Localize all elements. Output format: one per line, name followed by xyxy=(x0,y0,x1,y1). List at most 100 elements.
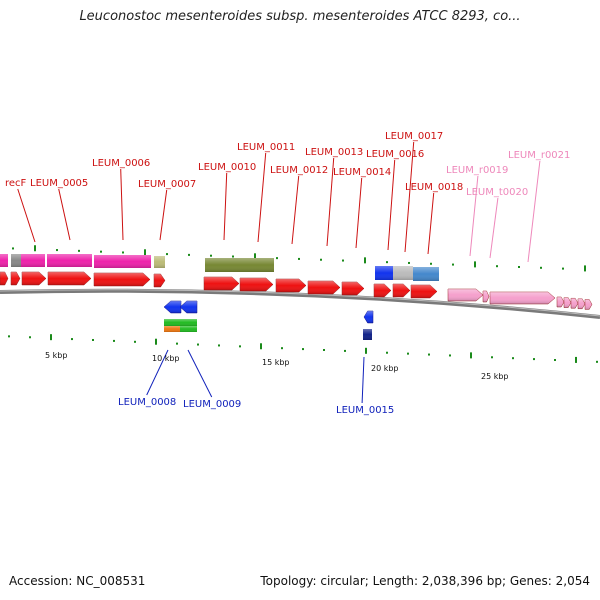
trna-forward-shade xyxy=(483,291,489,302)
ruler-dot xyxy=(386,351,388,354)
gene-label-top: LEUM_0005 xyxy=(30,178,88,189)
ruler-dot xyxy=(533,358,535,361)
feature-box-pink-shade xyxy=(0,254,8,267)
ruler-dot xyxy=(365,347,367,354)
ruler-dot xyxy=(218,344,220,347)
leader-line xyxy=(355,177,363,249)
ruler-dot xyxy=(491,356,493,359)
cds-forward-shade xyxy=(0,272,8,285)
leader-line xyxy=(223,172,228,241)
ruler-dot xyxy=(197,343,199,346)
ruler-dot xyxy=(512,357,514,360)
ruler-dot xyxy=(122,251,124,254)
leader-line xyxy=(489,197,499,259)
ruler-dot xyxy=(8,335,10,338)
leader-line xyxy=(326,157,335,247)
ruler-dots xyxy=(8,245,598,363)
ruler-dot xyxy=(449,354,451,357)
feature-box-navy-shade xyxy=(363,329,372,340)
cds-forward-shade xyxy=(342,282,364,295)
ruler-dot xyxy=(276,257,278,260)
cds-forward-shade xyxy=(11,272,20,285)
ruler-dot xyxy=(470,352,472,359)
gene-label-top: LEUM_0018 xyxy=(405,182,463,193)
gene-label-top: LEUM_0010 xyxy=(198,162,256,173)
ruler-dot xyxy=(210,254,212,257)
leader-line xyxy=(17,188,36,243)
gene-label-top: LEUM_0016 xyxy=(366,149,424,160)
leader-line xyxy=(469,175,479,257)
leader-line xyxy=(257,152,267,243)
cds-forward-shade xyxy=(154,274,165,287)
rrna-forward-shade xyxy=(585,299,592,310)
leader-line xyxy=(527,160,541,263)
cds-reverse-blue-shade xyxy=(164,301,181,313)
gene-label-top: LEUM_0006 xyxy=(92,158,150,169)
ruler-dot xyxy=(320,258,322,261)
ruler-dot xyxy=(260,343,262,350)
scale-labels: 5 kbp 10 kbp 15 kbp 20 kbp 25 kbp xyxy=(45,351,509,381)
leader-line xyxy=(404,141,415,253)
ruler-dot xyxy=(166,253,168,256)
ruler-dot xyxy=(540,266,542,269)
gene-label-top: LEUM_0014 xyxy=(333,167,391,178)
gene-labels: recF LEUM_0005 LEUM_0006 LEUM_0007LEUM_0010… xyxy=(5,131,570,416)
scale-label: 15 kbp xyxy=(262,358,290,367)
cds-forward-shade xyxy=(240,278,273,291)
ruler-dot xyxy=(176,342,178,345)
rrna-forward-shade xyxy=(571,298,578,309)
ruler-dot xyxy=(71,338,73,341)
feature-box-gray-shade xyxy=(11,254,21,267)
gene-label-bottom: LEUM_0008 xyxy=(118,397,176,408)
feature-box-green-shade xyxy=(205,258,274,272)
feature-box-steel-shade xyxy=(413,267,439,281)
scale-label: 5 kbp xyxy=(45,351,67,360)
feature-box-blue-shade xyxy=(375,266,393,280)
scale-label: 10 kbp xyxy=(152,354,180,363)
leader-line xyxy=(427,192,435,255)
feature-box-orange-shade xyxy=(164,326,180,332)
ruler-dot xyxy=(239,345,241,348)
ruler-dot xyxy=(298,257,300,260)
ruler-dot xyxy=(323,348,325,351)
ruler-dot xyxy=(596,360,598,363)
ruler-dot xyxy=(302,348,304,351)
ruler-dot xyxy=(342,259,344,262)
cds-forward-shade xyxy=(204,277,239,290)
ruler-dot xyxy=(575,356,577,363)
ruler-dot xyxy=(92,338,94,341)
leader-line xyxy=(387,159,396,251)
gene-label-top: recF xyxy=(5,178,27,189)
ruler-dot xyxy=(188,253,190,256)
ruler-dot xyxy=(34,245,36,252)
ruler-dot xyxy=(584,265,586,272)
ruler-dot xyxy=(56,249,58,252)
genome-summary: Topology: circular; Length: 2,038,396 bp… xyxy=(260,574,590,588)
cds-forward-shade xyxy=(374,284,391,297)
cds-reverse-blue-shade xyxy=(180,301,197,313)
cds-forward-shade xyxy=(48,272,91,285)
leader-line xyxy=(187,349,213,398)
leader-line xyxy=(159,189,168,241)
ruler-dot xyxy=(100,250,102,253)
ruler-dot xyxy=(232,255,234,258)
rrna-forward-shade xyxy=(578,298,585,309)
ruler-dot xyxy=(430,262,432,265)
gene-label-bottom: LEUM_0009 xyxy=(183,399,241,410)
leader-line xyxy=(291,175,300,245)
ruler-dot xyxy=(364,257,366,264)
scale-label: 25 kbp xyxy=(481,372,509,381)
gene-features[interactable] xyxy=(0,254,593,340)
scale-label: 20 kbp xyxy=(371,364,399,373)
leader-line xyxy=(361,356,365,404)
feature-box-green-shade xyxy=(164,319,197,326)
genome-title: Leuconostoc mesenteroides subsp. mesente… xyxy=(79,9,521,24)
gene-label-top: LEUM_0007 xyxy=(138,179,196,190)
gene-label-top: LEUM_r0021 xyxy=(508,150,570,161)
cds-forward-shade xyxy=(411,285,437,298)
ruler-dot xyxy=(254,253,256,260)
cds-forward-shade xyxy=(276,279,306,292)
feature-box-olive-shade xyxy=(154,256,165,268)
ruler-dot xyxy=(29,336,31,339)
